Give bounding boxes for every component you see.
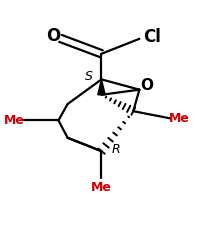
Text: Cl: Cl xyxy=(142,28,160,46)
Text: O: O xyxy=(140,78,153,93)
Text: Me: Me xyxy=(168,112,189,125)
Text: Me: Me xyxy=(3,114,24,127)
Text: Me: Me xyxy=(91,181,111,193)
Text: R: R xyxy=(111,143,120,156)
Polygon shape xyxy=(97,79,105,95)
Text: O: O xyxy=(46,27,61,45)
Text: S: S xyxy=(85,70,93,83)
